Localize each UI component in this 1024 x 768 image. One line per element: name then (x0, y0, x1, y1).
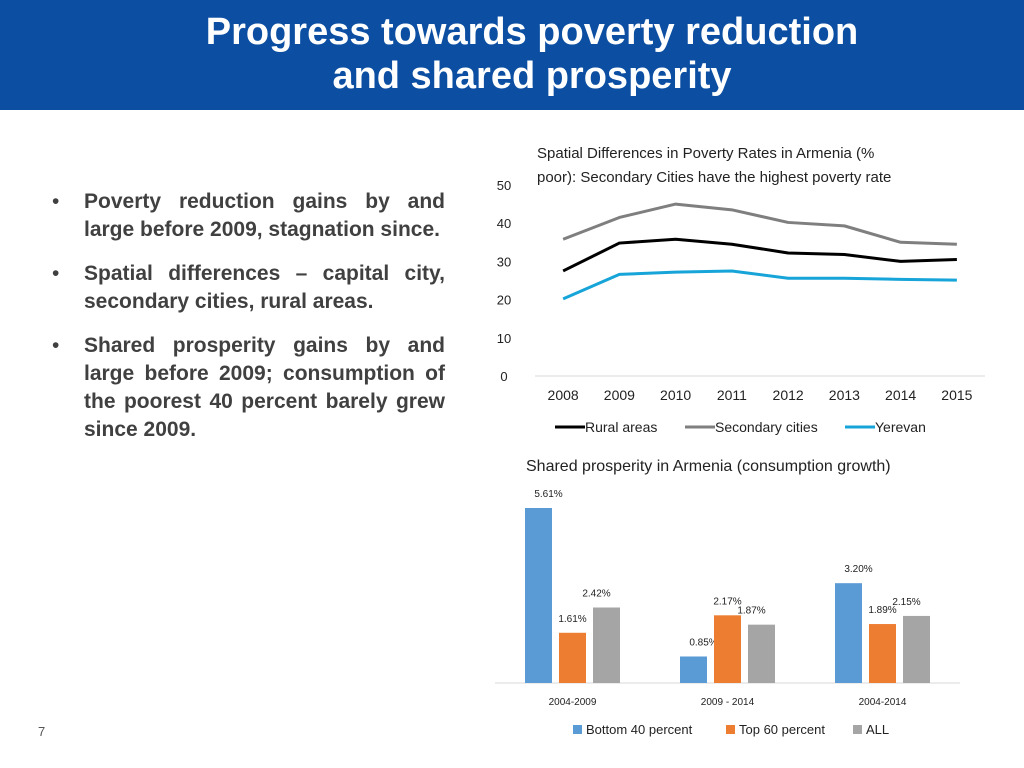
bar-data-label: 1.87% (737, 606, 765, 617)
title-line-2: and shared prosperity (332, 55, 732, 97)
bar-data-label: 1.89% (868, 605, 896, 616)
bar-category-label: 2004-2014 (859, 697, 907, 708)
line-chart-y-tick-label: 40 (497, 216, 511, 231)
bar-legend-label: Bottom 40 percent (586, 722, 693, 737)
bar-top-60-percent (714, 615, 741, 683)
line-chart-y-tick-label: 20 (497, 293, 511, 308)
line-legend-label: Rural areas (585, 419, 657, 435)
bar-top-60-percent (869, 624, 896, 683)
line-chart-title-line-1: Spatial Differences in Poverty Rates in … (537, 145, 874, 162)
line-series-yerevan (562, 269, 957, 301)
bar-legend-label: ALL (866, 722, 889, 737)
line-chart-x-tick-label: 2010 (660, 387, 691, 403)
line-chart-y-tick-label: 0 (500, 369, 507, 384)
bar-category-label: 2004-2009 (549, 697, 597, 708)
line-chart-x-tick-label: 2014 (885, 387, 916, 403)
bar-data-label: 2.17% (713, 596, 741, 607)
bar-all (748, 624, 775, 683)
bullet-dot-icon: • (52, 190, 60, 213)
line-chart-x-tick-label: 2009 (604, 387, 635, 403)
page-title: Progress towards poverty reduction and s… (0, 10, 1024, 98)
header-bar (0, 0, 1024, 110)
line-chart-y-tick-label: 10 (497, 331, 511, 346)
bar-data-label: 2.42% (582, 589, 610, 600)
bullet-text: Spatial differences – capital city, seco… (84, 262, 445, 313)
line-chart-x-tick-label: 2012 (773, 387, 804, 403)
line-chart-y-tick-label: 50 (497, 178, 511, 193)
bullet-item: • Poverty reduction gains by and large be… (52, 188, 445, 244)
line-chart-y-tick-label: 30 (497, 254, 511, 269)
bullet-item: • Shared prosperity gains by and large be… (52, 332, 445, 444)
bar-all (593, 607, 620, 683)
line-series-rural-areas (562, 237, 957, 273)
bar-category-label: 2009 - 2014 (701, 697, 755, 708)
bar-all (903, 615, 930, 683)
bar-legend-label: Top 60 percent (739, 722, 825, 737)
bar-bottom-40-percent (680, 656, 707, 683)
bar-top-60-percent (559, 632, 586, 683)
bar-data-label: 5.61% (534, 489, 562, 500)
bar-legend-swatch (573, 725, 582, 734)
bullet-dot-icon: • (52, 262, 60, 285)
bullet-item: • Spatial differences – capital city, sec… (52, 260, 445, 316)
line-chart-x-tick-label: 2011 (717, 387, 747, 403)
line-legend-label: Secondary cities (715, 419, 818, 435)
line-series-secondary-cities (562, 202, 957, 246)
bar-legend-swatch (853, 725, 862, 734)
bar-bottom-40-percent (835, 583, 862, 683)
bar-data-label: 2.15% (892, 597, 920, 608)
bullet-dot-icon: • (52, 334, 60, 357)
page-number: 7 (38, 724, 46, 739)
bar-chart-title: Shared prosperity in Armenia (consumptio… (526, 458, 891, 475)
line-chart-title-line-2: poor): Secondary Cities have the highest… (537, 169, 891, 186)
bar-data-label: 3.20% (844, 564, 872, 575)
line-chart-x-tick-label: 2008 (548, 387, 579, 403)
bullet-list: • Poverty reduction gains by and large be… (52, 188, 445, 460)
bar-legend-swatch (726, 725, 735, 734)
bar-bottom-40-percent (525, 508, 552, 683)
bullet-text: Poverty reduction gains by and large bef… (84, 190, 445, 241)
bar-data-label: 1.61% (558, 614, 586, 625)
bar-data-label: 0.85% (689, 637, 717, 648)
line-chart-x-tick-label: 2013 (829, 387, 860, 403)
line-legend-label: Yerevan (875, 419, 926, 435)
bullet-text: Shared prosperity gains by and large bef… (84, 334, 445, 441)
line-chart-x-tick-label: 2015 (941, 387, 972, 403)
title-line-1: Progress towards poverty reduction (205, 11, 859, 53)
